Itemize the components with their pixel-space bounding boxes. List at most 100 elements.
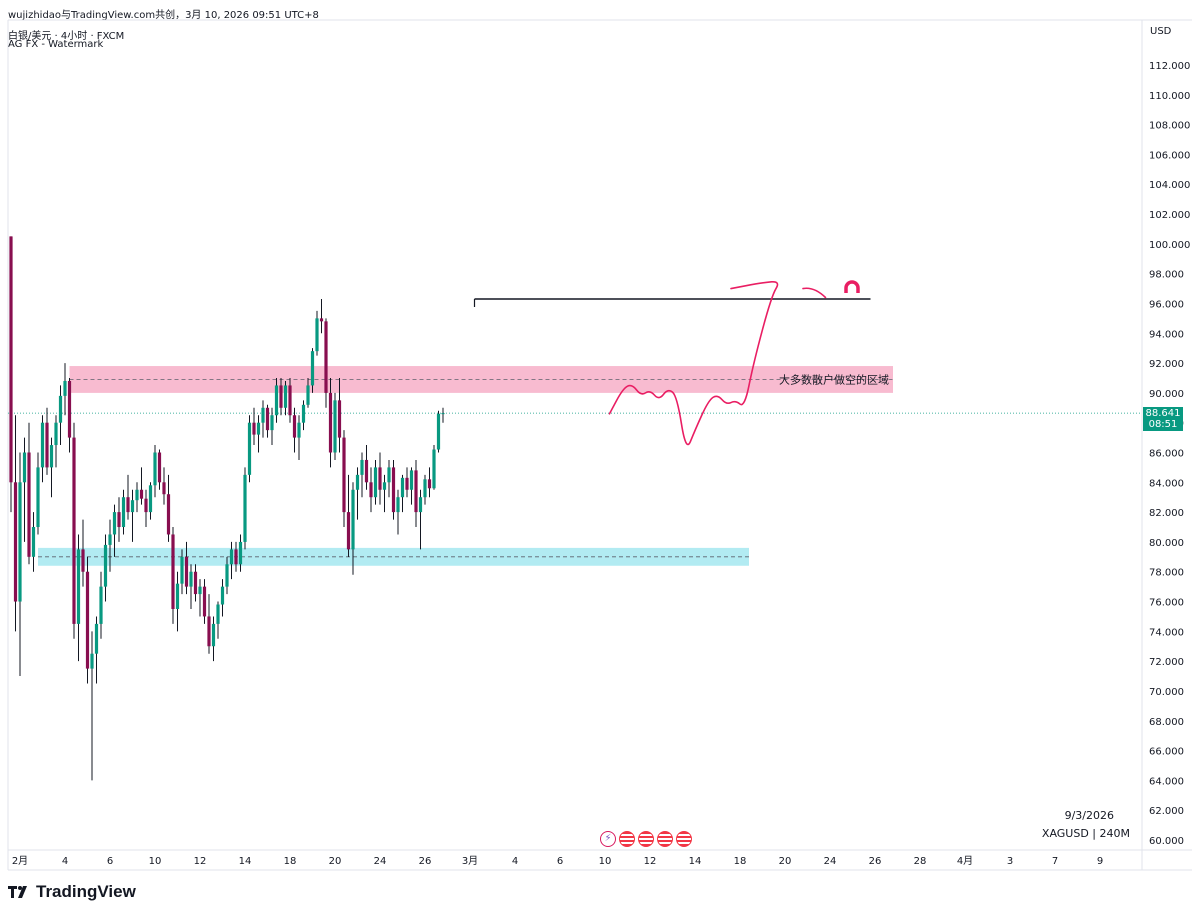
candle[interactable] xyxy=(76,534,81,662)
candle[interactable] xyxy=(171,527,175,624)
candle[interactable] xyxy=(135,482,139,513)
candle[interactable] xyxy=(337,377,342,453)
candle[interactable] xyxy=(175,571,180,632)
candle[interactable] xyxy=(288,377,292,423)
candle[interactable] xyxy=(355,467,360,520)
candle[interactable] xyxy=(396,489,400,535)
candle[interactable] xyxy=(193,564,198,602)
candle[interactable] xyxy=(148,482,153,520)
candle[interactable] xyxy=(229,541,234,580)
us-flag-icon[interactable] xyxy=(676,831,692,847)
candle[interactable] xyxy=(252,407,256,446)
candle[interactable] xyxy=(436,410,441,453)
symbol-title[interactable]: 白银/美元 · 4小时 · FXCM xyxy=(8,31,125,42)
candle[interactable] xyxy=(22,437,27,542)
candle[interactable] xyxy=(13,415,18,632)
us-flag-icon[interactable] xyxy=(619,831,635,847)
candle[interactable] xyxy=(18,452,22,677)
candle[interactable] xyxy=(441,407,445,423)
candle[interactable] xyxy=(256,415,261,453)
candle[interactable] xyxy=(153,445,157,498)
projection-tail[interactable] xyxy=(802,287,827,299)
candle[interactable] xyxy=(364,445,369,490)
candle[interactable] xyxy=(184,541,189,595)
candle[interactable] xyxy=(261,400,265,438)
time-axis[interactable]: 2月 4 6 10 12 14 18 20 24 26 3月 4 6 10 12 14 18 20 24 26 28 4月… xyxy=(12,855,1103,867)
candle[interactable] xyxy=(423,474,427,505)
candle[interactable] xyxy=(162,467,166,505)
candle[interactable] xyxy=(324,318,328,408)
candle[interactable] xyxy=(99,571,103,639)
candle[interactable] xyxy=(216,601,220,639)
economic-events[interactable]: ⚡ xyxy=(600,831,692,847)
candle[interactable] xyxy=(36,452,40,535)
candle[interactable] xyxy=(31,512,36,572)
candle[interactable] xyxy=(117,497,121,542)
candle[interactable] xyxy=(9,236,13,513)
candle[interactable] xyxy=(351,482,355,575)
short-zone[interactable] xyxy=(69,366,894,393)
candle[interactable] xyxy=(45,407,49,475)
candle[interactable] xyxy=(72,422,76,639)
candle[interactable] xyxy=(270,407,274,446)
candle[interactable] xyxy=(346,474,351,557)
candle[interactable] xyxy=(121,489,126,535)
candle[interactable] xyxy=(283,380,288,416)
candle[interactable] xyxy=(40,415,45,483)
support-zone[interactable] xyxy=(38,547,749,566)
candle[interactable] xyxy=(27,422,31,565)
candle[interactable] xyxy=(103,534,108,602)
candle[interactable] xyxy=(202,579,207,624)
candle[interactable] xyxy=(328,377,333,468)
candle[interactable] xyxy=(157,449,162,490)
candle[interactable] xyxy=(310,348,315,393)
tradingview-logo[interactable]: TradingView xyxy=(8,882,136,902)
candle[interactable] xyxy=(166,474,171,542)
price-axis[interactable]: 112.000 110.000 108.000 106.000 104.000 102.0… xyxy=(1149,61,1190,847)
candle[interactable] xyxy=(220,579,225,617)
candle[interactable] xyxy=(297,415,301,460)
candle[interactable] xyxy=(265,404,270,438)
candle[interactable] xyxy=(180,549,184,595)
candle[interactable] xyxy=(238,534,243,572)
candle[interactable] xyxy=(292,407,297,453)
candle[interactable] xyxy=(432,445,436,490)
candle[interactable] xyxy=(306,377,310,408)
candle[interactable] xyxy=(58,385,63,446)
candle[interactable] xyxy=(81,519,85,587)
candle[interactable] xyxy=(67,377,72,453)
candle[interactable] xyxy=(400,474,405,513)
candle[interactable] xyxy=(243,467,247,550)
candle[interactable] xyxy=(126,474,130,520)
candle[interactable] xyxy=(391,459,396,520)
candle[interactable] xyxy=(418,489,423,550)
candle[interactable] xyxy=(405,467,409,498)
candle[interactable] xyxy=(319,298,324,334)
us-flag-icon[interactable] xyxy=(657,831,673,847)
candle[interactable] xyxy=(382,474,387,513)
candle[interactable] xyxy=(274,377,279,423)
candle[interactable] xyxy=(369,467,373,513)
candle[interactable] xyxy=(63,363,67,416)
candle[interactable] xyxy=(373,459,378,505)
candle[interactable] xyxy=(247,415,252,483)
candle[interactable] xyxy=(315,310,319,356)
candle[interactable] xyxy=(301,400,306,431)
candle[interactable] xyxy=(234,541,238,572)
us-flag-icon[interactable] xyxy=(638,831,654,847)
candle[interactable] xyxy=(225,556,229,595)
candle[interactable] xyxy=(427,467,432,498)
candle[interactable] xyxy=(360,452,364,498)
projection-path[interactable] xyxy=(608,280,779,446)
candle[interactable] xyxy=(211,616,216,662)
candle[interactable] xyxy=(130,489,135,542)
candle[interactable] xyxy=(90,631,94,781)
candle[interactable] xyxy=(139,467,144,505)
candle[interactable] xyxy=(112,504,117,557)
candle[interactable] xyxy=(108,519,112,572)
candle[interactable] xyxy=(279,377,283,416)
candle[interactable] xyxy=(144,489,148,528)
candle[interactable] xyxy=(409,467,414,505)
candle[interactable] xyxy=(49,437,54,498)
